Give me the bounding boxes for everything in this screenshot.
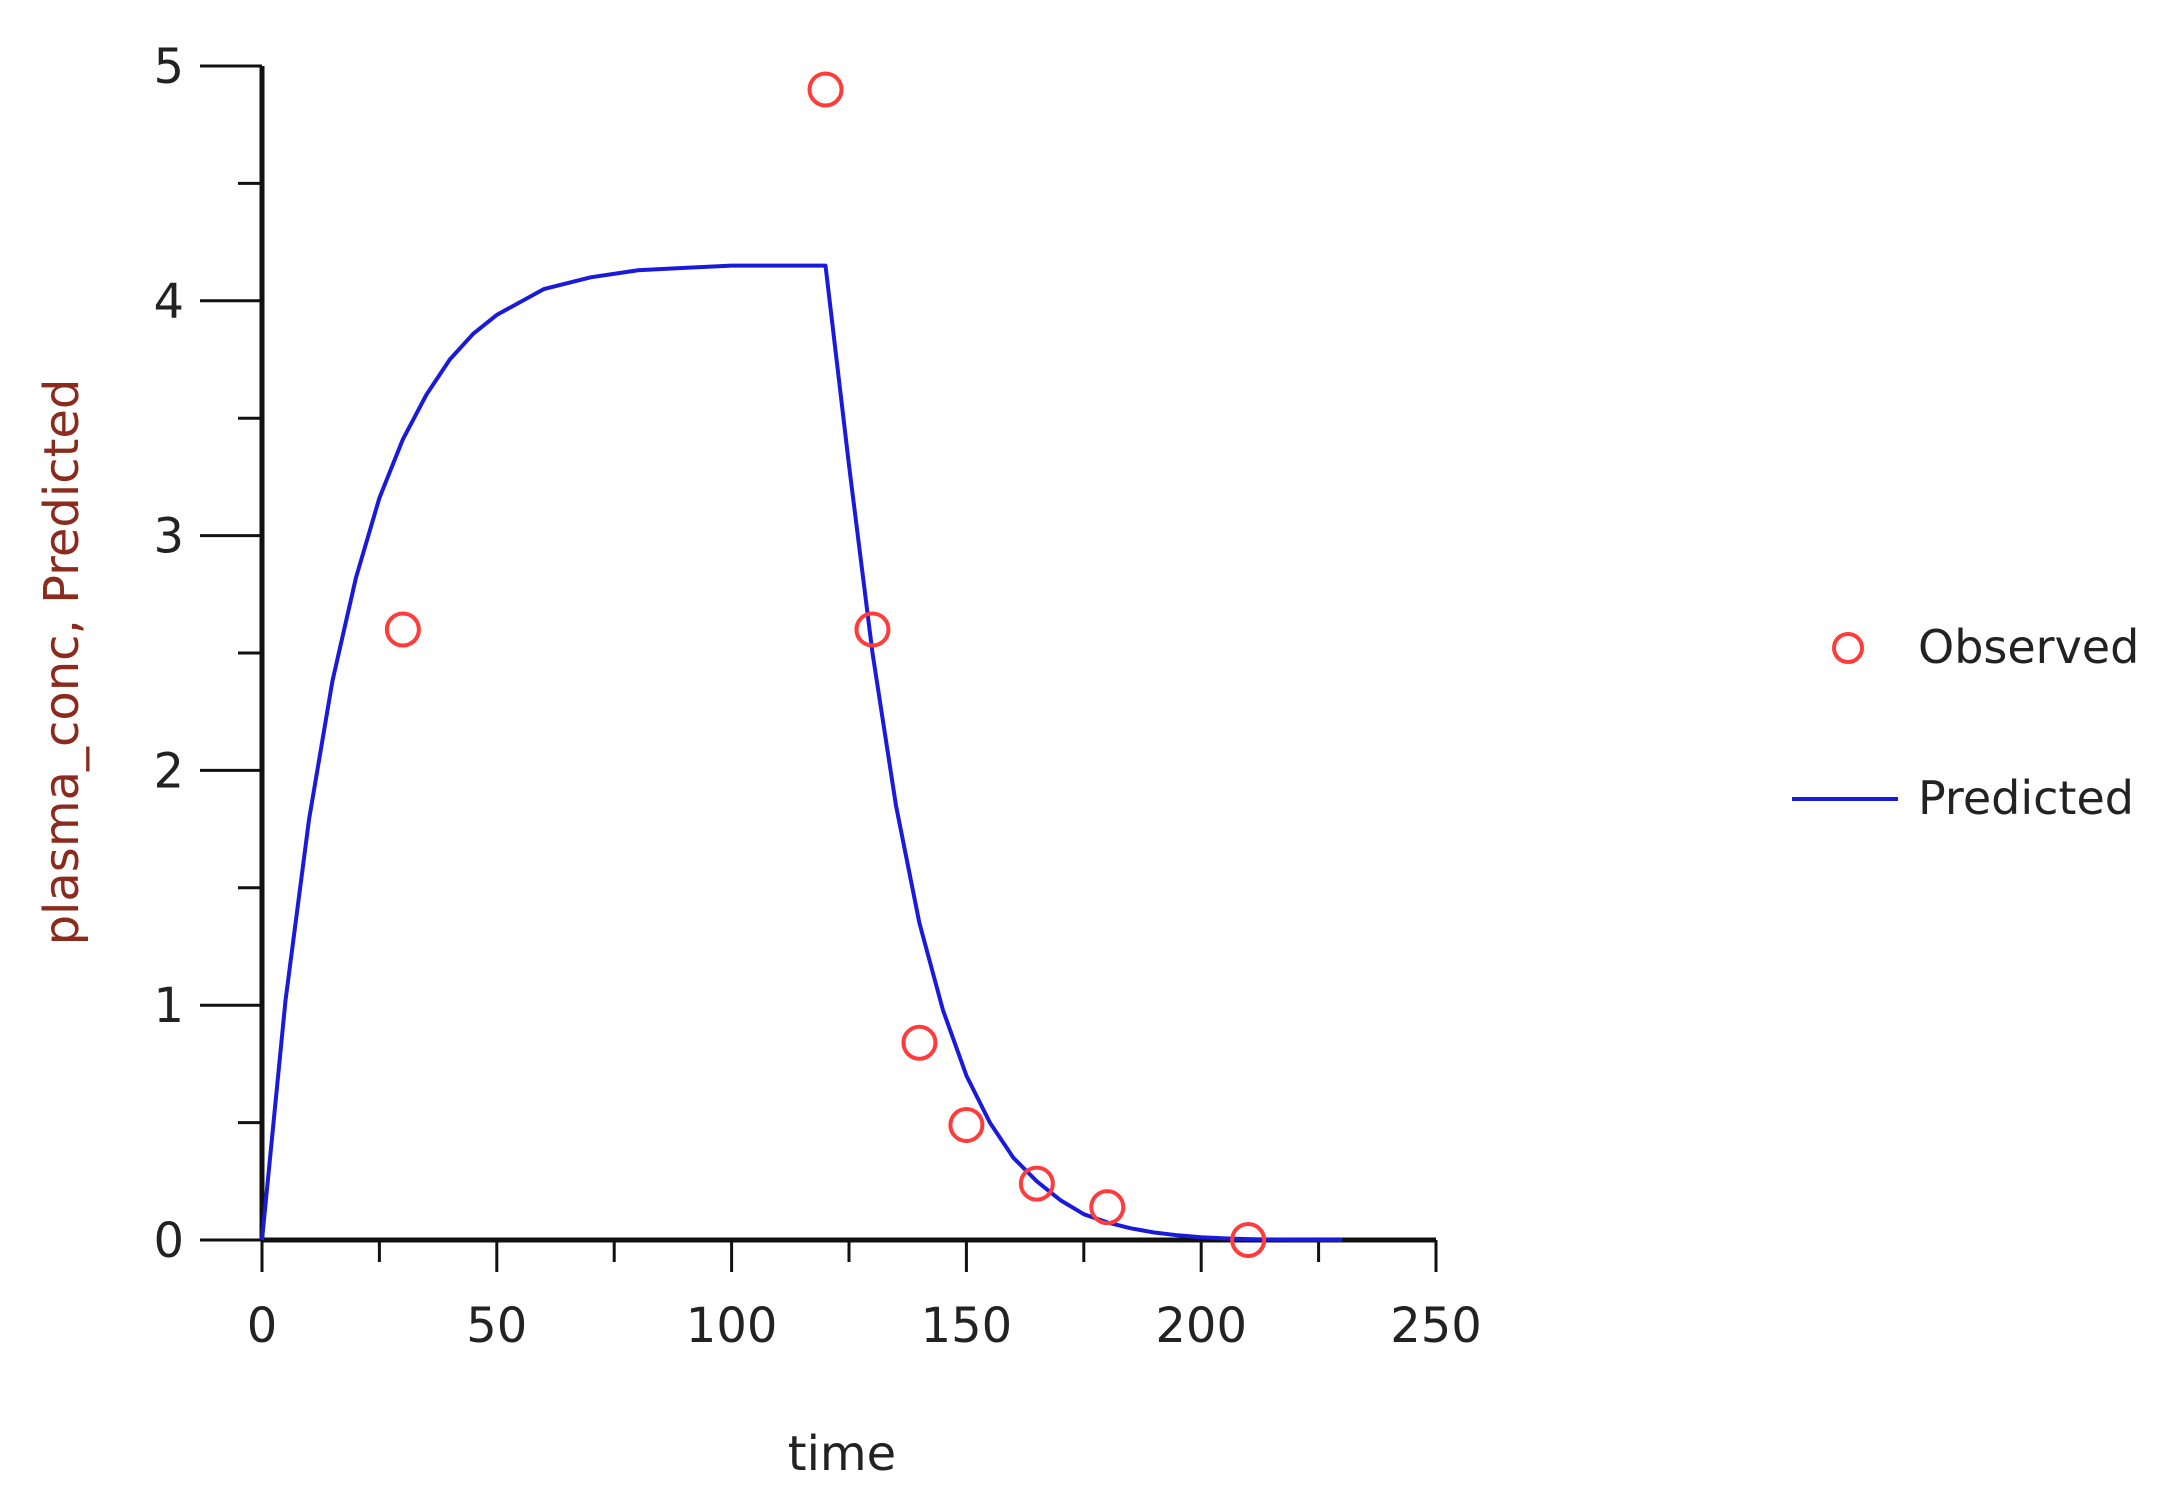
observed-point — [901, 1024, 938, 1061]
x-tick-label: 50 — [466, 1298, 527, 1354]
legend-predicted-label: Predicted — [1918, 771, 2134, 825]
y-tick-label: 0 — [153, 1213, 184, 1269]
plot-area — [260, 71, 1343, 1258]
y-tick-label: 2 — [153, 743, 184, 799]
legend-observed-label: Observed — [1918, 620, 2139, 674]
x-tick-label: 150 — [921, 1298, 1013, 1354]
observed-point — [854, 611, 891, 648]
x-tick-label: 200 — [1155, 1298, 1247, 1354]
y-tick-label: 4 — [153, 274, 184, 330]
legend: Observed Predicted — [1792, 620, 2139, 825]
predicted-series-line — [260, 263, 1343, 1242]
axes: 0 50 100 150 200 250 0 1 2 3 4 5 — [153, 39, 1481, 1354]
observed-point — [948, 1106, 985, 1143]
x-axis-title: time — [788, 1426, 896, 1482]
y-tick-label: 3 — [153, 509, 184, 565]
x-tick-label: 250 — [1390, 1298, 1482, 1354]
observed-point — [1018, 1165, 1055, 1202]
y-axis-title: plasma_conc, Predicted — [34, 379, 90, 946]
observed-point — [1230, 1222, 1267, 1258]
observed-point — [384, 611, 421, 648]
y-tick-label: 5 — [153, 39, 184, 95]
y-tick-label: 1 — [153, 978, 184, 1034]
observed-point — [807, 71, 844, 108]
x-tick-label: 100 — [686, 1298, 778, 1354]
x-tick-label: 0 — [247, 1298, 278, 1354]
observed-point — [1089, 1189, 1126, 1226]
legend-observed-marker — [1832, 632, 1864, 664]
